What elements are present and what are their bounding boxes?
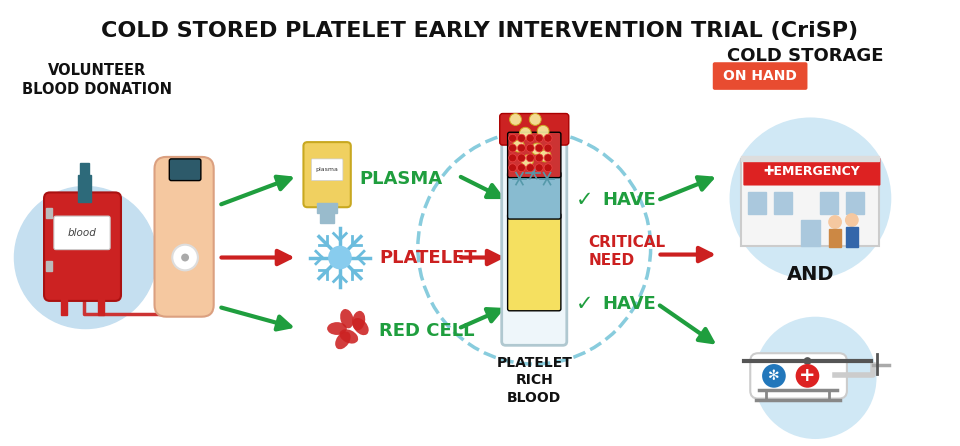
Circle shape [521, 155, 533, 167]
Ellipse shape [327, 322, 347, 335]
Circle shape [526, 144, 535, 152]
Circle shape [536, 144, 543, 152]
Text: ✻: ✻ [768, 369, 780, 383]
Text: ✓: ✓ [576, 294, 593, 314]
FancyBboxPatch shape [155, 157, 214, 317]
Circle shape [529, 114, 541, 125]
Circle shape [509, 154, 516, 162]
Circle shape [517, 154, 525, 162]
Circle shape [536, 134, 543, 142]
Circle shape [845, 213, 859, 227]
Circle shape [540, 150, 551, 162]
FancyBboxPatch shape [751, 353, 847, 399]
Circle shape [544, 164, 552, 172]
Circle shape [526, 164, 535, 172]
Bar [46, 208, 52, 218]
FancyBboxPatch shape [743, 158, 880, 186]
Bar [846, 192, 864, 214]
Circle shape [181, 254, 189, 261]
Text: ON HAND: ON HAND [723, 69, 797, 83]
Bar [78, 175, 91, 202]
Circle shape [517, 164, 525, 172]
Ellipse shape [335, 331, 350, 349]
Text: PLATELET: PLATELET [379, 248, 477, 267]
Circle shape [526, 154, 535, 162]
Circle shape [509, 164, 516, 172]
Bar [46, 261, 52, 271]
Bar [748, 192, 766, 214]
Circle shape [513, 140, 524, 152]
Circle shape [531, 143, 543, 155]
Text: COLD STORED PLATELET EARLY INTERVENTION TRIAL (CriSP): COLD STORED PLATELET EARLY INTERVENTION … [102, 21, 858, 41]
Bar [829, 229, 841, 247]
FancyBboxPatch shape [303, 142, 350, 207]
Circle shape [536, 164, 543, 172]
Text: plasma: plasma [316, 167, 339, 172]
Text: AND: AND [786, 265, 834, 284]
FancyBboxPatch shape [741, 159, 879, 246]
Circle shape [517, 134, 525, 142]
Bar [321, 213, 334, 223]
Circle shape [796, 364, 819, 388]
Text: HAVE: HAVE [602, 295, 656, 313]
Bar [846, 227, 858, 247]
Circle shape [544, 144, 552, 152]
Ellipse shape [352, 318, 369, 335]
Circle shape [517, 144, 525, 152]
Ellipse shape [352, 311, 365, 330]
Circle shape [544, 154, 552, 162]
Circle shape [804, 357, 811, 365]
Circle shape [172, 245, 198, 270]
Ellipse shape [340, 309, 353, 328]
Ellipse shape [340, 329, 358, 343]
Circle shape [510, 114, 521, 125]
Bar [820, 192, 838, 214]
Bar [60, 293, 67, 315]
Text: CRITICAL
NEED: CRITICAL NEED [588, 235, 665, 268]
Circle shape [509, 144, 516, 152]
Text: RED CELL: RED CELL [379, 322, 475, 339]
Bar [801, 220, 820, 246]
FancyBboxPatch shape [502, 130, 566, 345]
Text: ✚EMERGENCY: ✚EMERGENCY [763, 165, 860, 178]
Bar [317, 203, 337, 213]
FancyBboxPatch shape [508, 172, 561, 219]
Circle shape [538, 125, 549, 137]
Text: VOLUNTEER
BLOOD DONATION: VOLUNTEER BLOOD DONATION [22, 63, 172, 97]
FancyBboxPatch shape [500, 114, 568, 145]
Text: blood: blood [68, 228, 97, 238]
Circle shape [519, 127, 531, 139]
FancyBboxPatch shape [712, 62, 807, 90]
Circle shape [730, 117, 891, 279]
Bar [98, 293, 105, 315]
Bar [774, 192, 792, 214]
FancyBboxPatch shape [508, 213, 561, 311]
Circle shape [762, 364, 786, 388]
Text: HAVE: HAVE [602, 191, 656, 209]
Circle shape [755, 317, 876, 439]
FancyBboxPatch shape [311, 159, 343, 181]
Circle shape [536, 154, 543, 162]
Circle shape [544, 134, 552, 142]
Circle shape [509, 134, 516, 142]
Text: +: + [800, 366, 816, 385]
Circle shape [328, 246, 351, 269]
Circle shape [526, 134, 535, 142]
Text: PLASMA: PLASMA [360, 169, 443, 188]
Text: PLATELET
RICH
BLOOD: PLATELET RICH BLOOD [496, 356, 572, 405]
Circle shape [14, 186, 156, 329]
Bar [741, 156, 879, 161]
Circle shape [828, 215, 842, 229]
FancyBboxPatch shape [54, 216, 110, 250]
Bar [80, 163, 89, 177]
Text: COLD STORAGE: COLD STORAGE [728, 47, 884, 65]
Text: ✓: ✓ [576, 190, 593, 211]
FancyBboxPatch shape [508, 132, 561, 178]
FancyBboxPatch shape [44, 192, 121, 301]
FancyBboxPatch shape [169, 159, 201, 181]
